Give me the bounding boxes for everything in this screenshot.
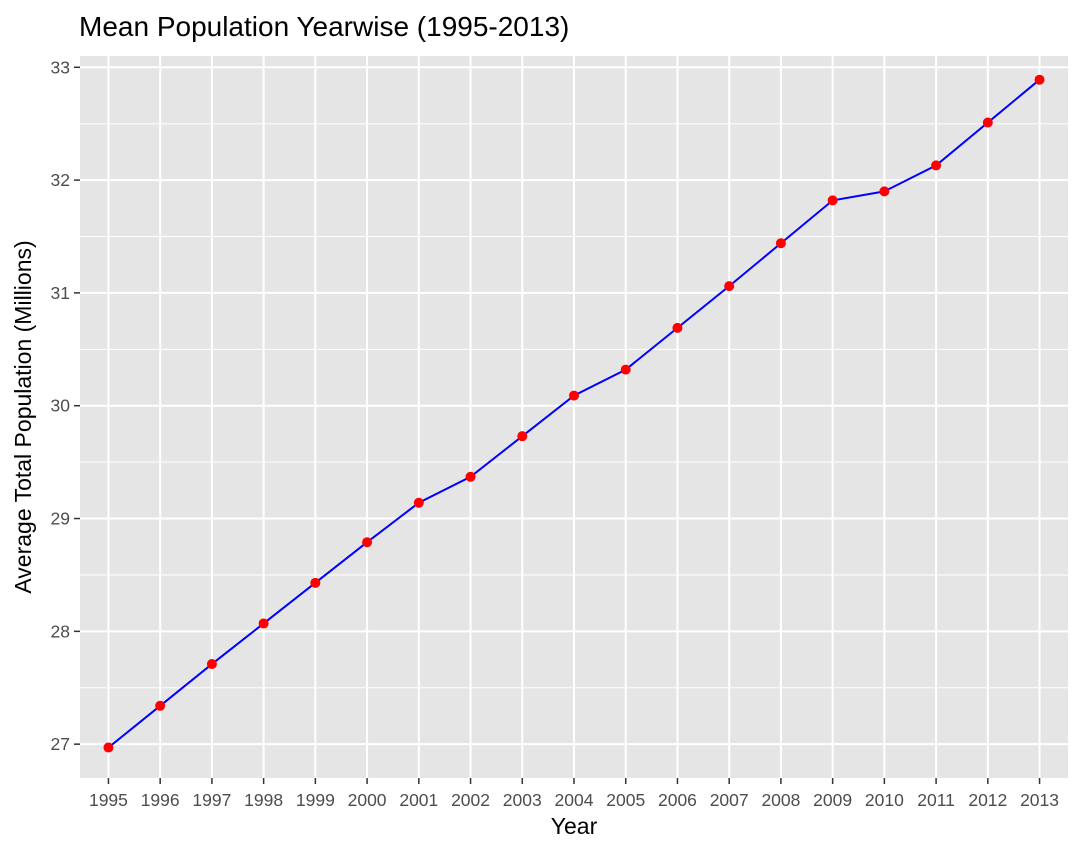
data-point [827, 195, 838, 206]
y-axis-title: Average Total Population (Millions) [10, 240, 36, 593]
data-point [982, 117, 993, 128]
x-tick-label: 2004 [555, 790, 594, 810]
data-point [206, 659, 217, 670]
x-axis-title: Year [551, 813, 598, 839]
x-tick-label: 2011 [917, 790, 955, 810]
data-point [569, 390, 579, 401]
data-point [258, 618, 269, 629]
y-axis: 27 28 29 30 31 32 33 [51, 57, 80, 754]
data-point [724, 281, 735, 292]
data-point [672, 322, 683, 333]
x-tick-label: 2006 [658, 790, 697, 810]
data-point [413, 497, 424, 508]
x-tick-label: 1999 [296, 790, 335, 810]
chart-title: Mean Population Yearwise (1995-2013) [79, 11, 569, 42]
x-tick-label: 2010 [865, 790, 904, 810]
x-axis: 1995 1996 1997 1998 1999 2000 2001 2002 2003 2004… [89, 778, 1059, 810]
data-point [155, 700, 166, 711]
y-tick-label: 33 [51, 57, 70, 77]
x-tick-label: 2000 [348, 790, 387, 810]
y-tick-label: 32 [51, 170, 70, 190]
y-tick-label: 29 [51, 509, 70, 529]
data-point [362, 537, 373, 548]
y-tick-label: 30 [51, 396, 71, 416]
data-point [775, 238, 786, 249]
y-tick-label: 27 [51, 734, 70, 754]
y-tick-label: 31 [51, 283, 70, 303]
data-point [310, 577, 321, 588]
data-point [103, 742, 114, 753]
y-tick-label: 28 [51, 621, 70, 641]
x-tick-label: 2003 [503, 790, 542, 810]
x-tick-label: 2007 [710, 790, 749, 810]
data-point [517, 431, 528, 442]
x-tick-label: 2005 [606, 790, 645, 810]
data-point [931, 160, 942, 171]
x-tick-label: 2013 [1020, 790, 1059, 810]
x-tick-label: 2002 [451, 790, 490, 810]
x-tick-label: 2009 [813, 790, 852, 810]
x-tick-label: 1998 [244, 790, 283, 810]
x-tick-label: 2008 [761, 790, 800, 810]
x-tick-label: 2001 [399, 790, 438, 810]
x-tick-label: 2012 [968, 790, 1007, 810]
x-tick-label: 1996 [141, 790, 180, 810]
x-tick-label: 1995 [89, 790, 128, 810]
data-points [103, 74, 1045, 753]
data-point [620, 364, 631, 375]
data-point [879, 186, 890, 197]
x-tick-label: 1997 [192, 790, 231, 810]
data-point [465, 471, 476, 482]
data-point [1034, 74, 1045, 85]
major-gridlines [80, 56, 1068, 778]
